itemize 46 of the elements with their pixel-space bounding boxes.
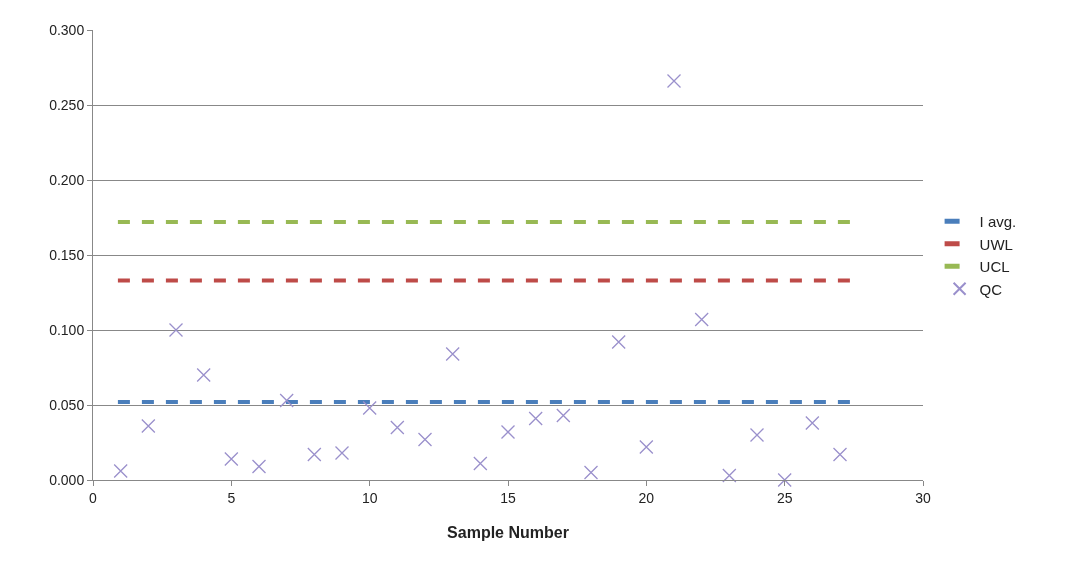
legend-label: QC (979, 280, 1003, 298)
point (805, 415, 820, 431)
point (777, 472, 792, 488)
point (500, 424, 516, 440)
y-tick-label: 0.250 (49, 96, 85, 113)
point (583, 465, 599, 480)
x-tick-label: 30 (915, 489, 931, 506)
point (141, 418, 156, 434)
x-tick-label: 20 (638, 489, 655, 506)
point (417, 432, 433, 447)
point (528, 411, 543, 426)
point (279, 393, 294, 408)
point (307, 447, 322, 462)
legend-label: UCL (979, 258, 1010, 276)
y-tick-label: 0.050 (49, 396, 85, 413)
x-axis-title: Sample Number (447, 524, 569, 541)
x-tick-label: 10 (361, 489, 378, 506)
y-tick-label: 0.000 (49, 471, 85, 488)
x-tick-label: 0 (89, 489, 98, 506)
point (224, 451, 239, 467)
x-tick-label: 5 (227, 489, 236, 506)
y-tick-label: 0.100 (49, 321, 85, 338)
point (168, 322, 184, 338)
point (390, 420, 405, 435)
y-tick-label: 0.300 (49, 21, 85, 38)
y-tick-label: 0.200 (49, 171, 85, 188)
point (556, 408, 571, 423)
point (445, 346, 460, 362)
point (611, 334, 626, 350)
point (334, 445, 350, 461)
point (722, 468, 737, 483)
point (473, 456, 488, 471)
point (694, 312, 709, 327)
point (666, 73, 682, 89)
point (749, 427, 765, 443)
point (832, 447, 848, 462)
point (639, 439, 654, 455)
legend-label: I avg. (979, 213, 1017, 231)
point (362, 400, 377, 416)
x-tick-label: 15 (500, 489, 516, 506)
legend-label: UWL (979, 235, 1013, 253)
x-tick-label: 25 (776, 489, 793, 506)
point (251, 459, 267, 474)
y-tick-label: 0.150 (49, 246, 85, 263)
point (113, 463, 128, 479)
point (196, 367, 211, 383)
